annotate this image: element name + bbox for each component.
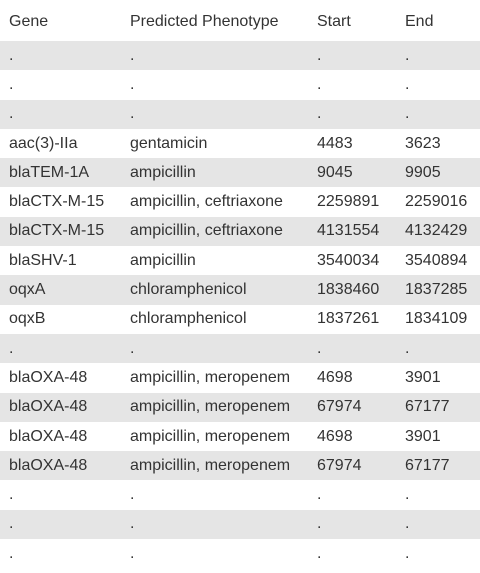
table-row: .... [0,480,480,510]
end-cell: . [405,544,410,562]
table-row: blaSHV-1 ampicillin 3540034 3540894 [0,246,480,276]
header-row: Gene Predicted Phenotype Start End [0,0,480,41]
phenotype-cell: . [130,515,135,533]
table-row: .... [0,41,480,71]
end-cell: . [405,339,410,357]
end-cell: 1837285 [405,281,468,299]
column-header-gene: Gene [9,12,49,30]
start-cell: 1837261 [317,310,380,328]
start-cell: . [317,486,322,504]
phenotype-cell: ampicillin, meropenem [130,368,291,386]
start-cell: . [317,339,322,357]
end-cell: 3540894 [405,251,468,269]
table-row: blaCTX-M-15 ampicillin, ceftriaxone 413155… [0,216,480,247]
end-cell: 1834109 [405,310,468,328]
phenotype-cell: chloramphenicol [130,281,247,299]
gene-cell: blaTEM-1A [9,163,90,181]
phenotype-cell: . [130,46,135,64]
end-cell: 67177 [405,456,450,474]
table-row: blaCTX-M-15 ampicillin, ceftriaxone 225989… [0,187,480,217]
phenotype-cell: . [130,75,135,93]
table-header: Gene Predicted Phenotype Start End [0,0,480,41]
gene-cell: . [9,544,14,562]
gene-cell: blaOXA-48 [9,368,88,386]
gene-cell: blaOXA-48 [9,456,88,474]
phenotype-cell: . [130,486,135,504]
phenotype-cell: . [130,544,135,562]
start-cell: 1838460 [317,281,380,299]
table-row: .... [0,509,480,540]
end-cell: 3623 [405,134,441,152]
end-cell: . [405,46,410,64]
start-cell: 9045 [317,163,353,181]
gene-cell: . [9,339,14,357]
end-cell: 9905 [405,163,441,181]
table-row: .... [0,539,480,569]
table-row: .... [0,333,480,364]
start-cell: . [317,75,322,93]
gene-cell: aac(3)-IIa [9,134,78,152]
gene-cell: blaOXA-48 [9,398,88,416]
start-cell: . [317,515,322,533]
end-cell: 3901 [405,368,441,386]
column-header-predicted-phenotype: Predicted Phenotype [130,12,279,30]
phenotype-cell: ampicillin, meropenem [130,456,291,474]
table-row: blaOXA-48 ampicillin, meropenem 67974 67177 [0,392,480,422]
gene-cell: oqxA [9,281,46,299]
phenotype-cell: ampicillin, meropenem [130,398,291,416]
phenotype-cell: . [130,339,135,357]
gene-cell: . [9,486,14,504]
end-cell: . [405,486,410,504]
phenotype-cell: gentamicin [130,134,208,152]
table-row: oqxB chloramphenicol 1837261 1834109 [0,304,480,334]
gene-cell: blaCTX-M-15 [9,193,105,211]
end-cell: 3901 [405,427,441,445]
table-row: blaOXA-48 ampicillin, meropenem 67974 67177 [0,451,480,481]
gene-cell: . [9,46,14,64]
table-row: blaOXA-48 ampicillin, meropenem 4698 3901 [0,421,480,452]
gene-cell: . [9,515,14,533]
gene-cell: oqxB [9,310,46,328]
gene-cell: . [9,75,14,93]
phenotype-cell: ampicillin, ceftriaxone [130,193,283,211]
gene-cell: blaSHV-1 [9,251,77,269]
end-cell: 67177 [405,398,450,416]
end-cell: 2259016 [405,193,468,211]
start-cell: 3540034 [317,251,380,269]
start-cell: 4131554 [317,222,380,240]
phenotype-cell: ampicillin, meropenem [130,427,291,445]
phenotype-cell: ampicillin, ceftriaxone [130,222,283,240]
end-cell: 4132429 [405,222,468,240]
table-row: oqxA chloramphenicol 1838460 1837285 [0,275,480,305]
start-cell: 67974 [317,456,362,474]
phenotype-cell: . [130,105,135,123]
start-cell: . [317,105,322,123]
start-cell: 4698 [317,427,353,445]
table-body: ............ aac(3)-IIa gentamicin 4483 3623… [0,41,480,569]
column-header-end: End [405,12,434,30]
table-row: .... [0,70,480,100]
gene-cell: blaCTX-M-15 [9,222,105,240]
end-cell: . [405,75,410,93]
start-cell: 4483 [317,134,353,152]
gene-cell: blaOXA-48 [9,427,88,445]
table-row: .... [0,99,480,129]
start-cell: . [317,46,322,64]
table-row: aac(3)-IIa gentamicin 4483 3623 [0,128,480,159]
column-header-start: Start [317,12,351,30]
table-row: blaOXA-48 ampicillin, meropenem 4698 3901 [0,363,480,393]
start-cell: 4698 [317,368,353,386]
phenotype-cell: ampicillin [130,251,196,269]
start-cell: . [317,544,322,562]
start-cell: 67974 [317,398,362,416]
gene-cell: . [9,105,14,123]
phenotype-cell: chloramphenicol [130,310,247,328]
start-cell: 2259891 [317,193,380,211]
phenotype-cell: ampicillin [130,163,196,181]
end-cell: . [405,105,410,123]
table-row: blaTEM-1A ampicillin 9045 9905 [0,158,480,188]
end-cell: . [405,515,410,533]
